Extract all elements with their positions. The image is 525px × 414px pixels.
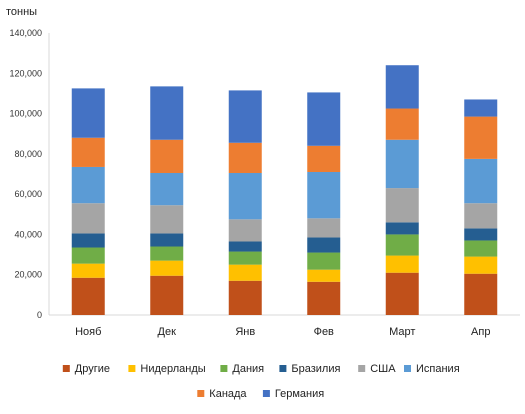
bar-segment — [72, 167, 105, 203]
y-tick-label: 0 — [37, 310, 42, 320]
y-axis-ticks: 0 20,000 40,000 60,000 80,000 100,000 120,000 1… — [9, 28, 42, 320]
bar-segment — [229, 265, 262, 281]
legend-swatch — [358, 365, 365, 372]
legend-swatch — [197, 390, 204, 397]
bar-segment — [386, 273, 419, 315]
bar-segment — [464, 117, 497, 159]
bar-segment — [229, 219, 262, 241]
bar-segment — [464, 228, 497, 240]
legend-label: Германия — [275, 388, 324, 400]
bar-segment — [150, 261, 183, 276]
y-axis-unit-label: тонны — [6, 6, 37, 18]
bar-segment — [386, 222, 419, 234]
bar-segment — [72, 203, 105, 233]
legend-label: Дания — [232, 363, 264, 375]
bar-segment — [72, 248, 105, 264]
bar-segment — [307, 237, 340, 252]
bar-segment — [72, 138, 105, 167]
bar-segment — [386, 140, 419, 188]
bar-segment — [229, 143, 262, 173]
y-tick-label: 60,000 — [14, 189, 42, 199]
bar-segment — [464, 274, 497, 315]
bar-segment — [307, 218, 340, 237]
bar-segment — [150, 140, 183, 173]
bar-segment — [464, 203, 497, 228]
legend-label: Нидерланды — [140, 363, 205, 375]
legend-label: США — [370, 363, 396, 375]
y-tick-label: 80,000 — [14, 149, 42, 159]
bar-segment — [386, 256, 419, 273]
bar-segment — [386, 234, 419, 255]
y-tick-label: 100,000 — [9, 109, 42, 119]
bar-segment — [386, 188, 419, 222]
x-tick-label: Март — [389, 326, 415, 338]
y-tick-label: 20,000 — [14, 270, 42, 280]
bars-group — [72, 65, 498, 315]
bar-segment — [307, 92, 340, 145]
legend-label: Канада — [209, 388, 247, 400]
legend: Другие Нидерланды Дания Бразилия США Испания К… — [63, 363, 460, 400]
bar-segment — [307, 146, 340, 172]
x-tick-label: Дек — [158, 326, 177, 338]
bar-segment — [307, 253, 340, 270]
bar-segment — [72, 264, 105, 278]
bar-segment — [464, 240, 497, 256]
bar-segment — [229, 281, 262, 315]
legend-swatch — [63, 365, 70, 372]
x-tick-label: Фев — [314, 326, 334, 338]
bar-segment — [150, 233, 183, 246]
bar-segment — [386, 109, 419, 140]
bar-segment — [464, 257, 497, 274]
x-tick-label: Апр — [471, 326, 490, 338]
bar-segment — [72, 278, 105, 315]
bar-segment — [72, 88, 105, 137]
x-tick-label: Нояб — [75, 326, 101, 338]
x-tick-label: Янв — [235, 326, 255, 338]
bar-segment — [229, 252, 262, 265]
bar-segment — [229, 241, 262, 251]
bar-segment — [386, 65, 419, 108]
bar-segment — [307, 270, 340, 282]
bar-segment — [150, 173, 183, 205]
legend-label: Бразилия — [291, 363, 340, 375]
legend-swatch — [128, 365, 135, 372]
legend-swatch — [263, 390, 270, 397]
legend-label: Другие — [75, 363, 110, 375]
bar-segment — [307, 282, 340, 315]
x-axis-ticks: Нояб Дек Янв Фев Март Апр — [75, 326, 490, 338]
bar-segment — [307, 172, 340, 218]
y-tick-label: 140,000 — [9, 28, 42, 38]
bar-segment — [229, 173, 262, 219]
bar-segment — [150, 276, 183, 315]
bar-segment — [464, 99, 497, 116]
bar-segment — [229, 90, 262, 142]
bar-segment — [72, 233, 105, 247]
bar-segment — [464, 159, 497, 203]
legend-label: Испания — [416, 363, 460, 375]
legend-swatch — [279, 365, 286, 372]
bar-segment — [150, 205, 183, 233]
legend-swatch — [220, 365, 227, 372]
y-tick-label: 120,000 — [9, 68, 42, 78]
bar-segment — [150, 86, 183, 139]
bar-segment — [150, 247, 183, 261]
legend-swatch — [404, 365, 411, 372]
y-tick-label: 40,000 — [14, 229, 42, 239]
